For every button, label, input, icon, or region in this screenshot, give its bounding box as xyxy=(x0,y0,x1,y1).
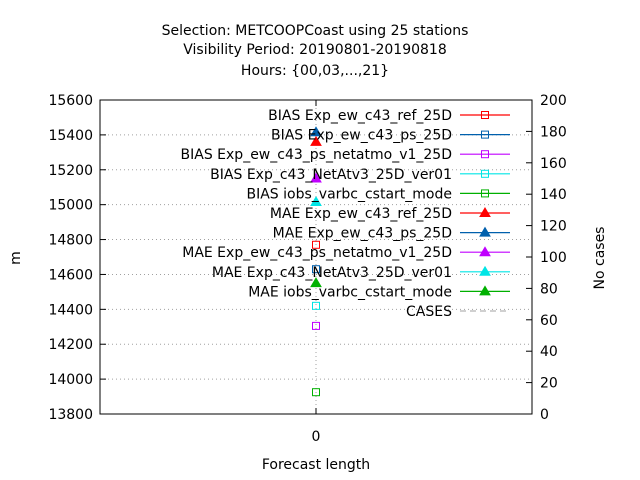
legend-marker xyxy=(481,169,489,178)
data-point xyxy=(312,301,320,310)
y-axis: 13800 14000 14200 14400 14600 14800 15000 15200… xyxy=(48,93,106,423)
legend: BIAS Exp_ew_c43_ref_25D BIAS Exp_ew_c43_p… xyxy=(181,108,510,320)
title-line-3: Hours: {00,03,...,21} xyxy=(241,63,389,79)
x-axis: 0 xyxy=(312,100,321,445)
legend-label: MAE Exp_ew_c43_ref_25D xyxy=(270,206,452,222)
y-tick-label: 15400 xyxy=(48,128,93,144)
y2-axis-label: No cases xyxy=(592,227,608,290)
y-tick-label: 15600 xyxy=(48,93,93,109)
y2-tick-label: 20 xyxy=(540,376,558,392)
x-axis-label: Forecast length xyxy=(262,457,370,473)
y2-tick-label: 100 xyxy=(540,250,567,266)
legend-label: BIAS Exp_ew_c43_ps_netatmo_v1_25D xyxy=(181,147,452,163)
data-point xyxy=(310,172,322,183)
legend-marker xyxy=(479,285,491,296)
data-point xyxy=(310,277,322,288)
data-point xyxy=(310,135,322,146)
legend-marker xyxy=(479,246,491,257)
legend-label: BIAS Exp_c43_NetAtv3_25D_ver01 xyxy=(210,167,452,183)
y-tick-label: 15200 xyxy=(48,163,93,179)
legend-marker xyxy=(481,111,489,119)
y-tick-label: 14600 xyxy=(48,267,93,283)
legend-marker xyxy=(481,130,489,139)
y2-tick-label: 120 xyxy=(540,219,567,235)
legend-marker xyxy=(479,226,491,237)
data-point xyxy=(312,321,320,330)
x-tick-label: 0 xyxy=(312,429,321,445)
data-point xyxy=(310,196,322,207)
legend-marker xyxy=(481,150,489,159)
data-point xyxy=(312,388,320,397)
y-axis-label: m xyxy=(8,251,24,265)
legend-label: BIAS iobs_varbc_cstart_mode xyxy=(247,186,453,202)
title-line-2: Visibility Period: 20190801-20190818 xyxy=(183,42,447,58)
legend-marker xyxy=(481,189,489,198)
legend-marker xyxy=(479,265,491,276)
y2-tick-label: 40 xyxy=(540,344,558,360)
y2-tick-label: 140 xyxy=(540,187,567,203)
data-point xyxy=(312,240,320,249)
y2-tick-label: 180 xyxy=(540,124,567,140)
legend-label: MAE Exp_ew_c43_ps_25D xyxy=(273,226,452,242)
title-line-1: Selection: METCOOPCoast using 25 station… xyxy=(162,23,469,39)
data-point xyxy=(312,265,320,274)
y-tick-label: 15000 xyxy=(48,198,93,214)
legend-label: MAE iobs_varbc_cstart_mode xyxy=(248,284,452,300)
y2-axis: 0 20 40 60 80 100 120 140 160 180 200 xyxy=(526,93,567,423)
legend-label: BIAS Exp_ew_c43_ps_25D xyxy=(271,128,452,144)
legend-marker xyxy=(479,207,491,217)
y-tick-label: 14000 xyxy=(48,372,93,388)
y-tick-label: 14400 xyxy=(48,302,93,318)
y2-tick-label: 80 xyxy=(540,281,558,297)
y-tick-label: 13800 xyxy=(48,407,93,423)
legend-label: CASES xyxy=(406,304,452,320)
y2-tick-label: 0 xyxy=(540,407,549,423)
y2-tick-label: 60 xyxy=(540,313,558,329)
chart-title: Selection: METCOOPCoast using 25 station… xyxy=(162,23,469,79)
y2-tick-label: 200 xyxy=(540,93,567,109)
data-points xyxy=(310,126,322,397)
legend-label: MAE Exp_ew_c43_ps_netatmo_v1_25D xyxy=(182,245,452,261)
data-point xyxy=(310,126,322,137)
y-tick-label: 14800 xyxy=(48,233,93,249)
y-tick-label: 14200 xyxy=(48,337,93,353)
y2-tick-label: 160 xyxy=(540,156,567,172)
legend-label: BIAS Exp_ew_c43_ref_25D xyxy=(268,108,452,124)
legend-label: MAE Exp_c43_NetAtv3_25D_ver01 xyxy=(212,265,452,281)
